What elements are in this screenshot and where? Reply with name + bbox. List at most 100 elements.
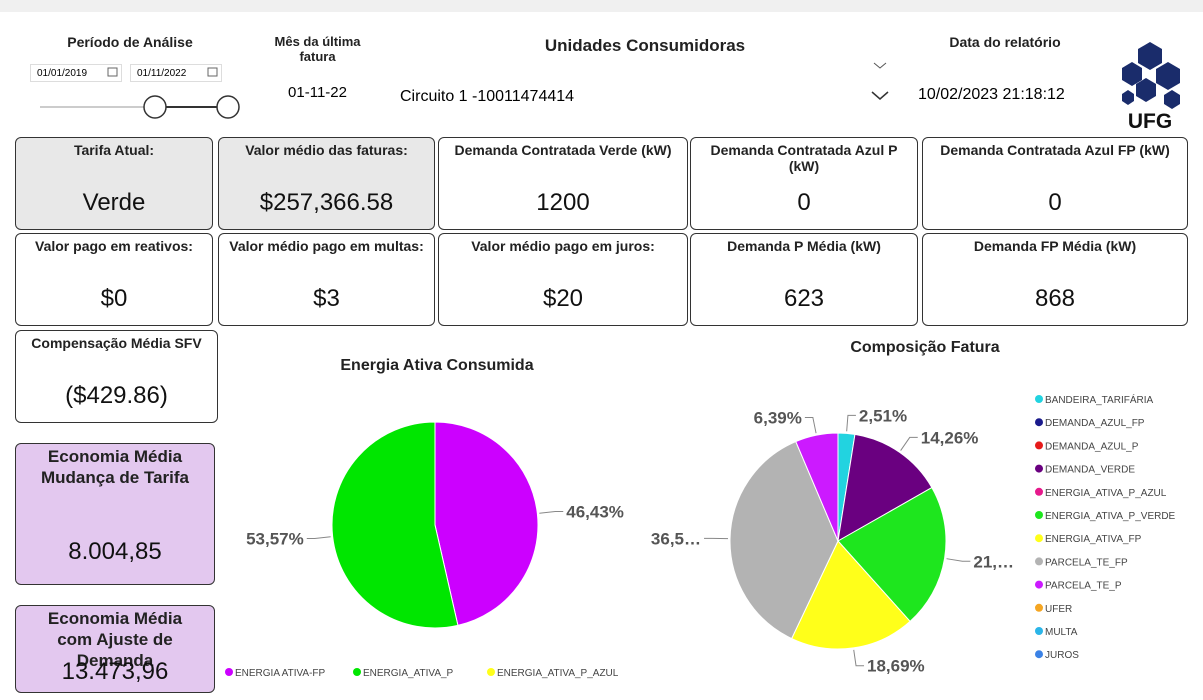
slider-handle[interactable] [216, 95, 240, 119]
calendar-icon [107, 67, 118, 77]
pie-slice [331, 421, 459, 629]
legend-label: BANDEIRA_TARIFÁRIA [1045, 393, 1153, 406]
slider-handle[interactable] [143, 95, 167, 119]
data-label: 53,57% [246, 530, 304, 549]
legend-label: ENERGIA_ATIVA_P [363, 668, 454, 679]
chevron [873, 62, 887, 69]
legend-label: DEMANDA_AZUL_P [1045, 441, 1139, 452]
kpi-title: Valor médio das faturas: [245, 142, 408, 158]
calendar-icon [207, 67, 218, 77]
data-label: 14,26% [921, 428, 979, 447]
units-label: Unidades Consumidoras [544, 36, 746, 55]
kpi-value: 8.004,85 [68, 538, 162, 565]
legend-label: ENERGIA_ATIVA_FP [1045, 534, 1142, 545]
kpi-value: Verde [82, 189, 146, 216]
chevron [871, 91, 889, 100]
leader-line [306, 536, 331, 540]
leader-line [946, 558, 971, 562]
kpi-title: Demanda FP Média (kW) [973, 238, 1137, 254]
legend-label: PARCELA_TE_FP [1045, 557, 1128, 568]
top-bar [0, 0, 1203, 12]
pie-slice [434, 421, 539, 627]
data-label: 18,69% [867, 657, 925, 676]
kpi-card: Valor médio pago em multas: $3 [218, 233, 435, 326]
legend-marker [1035, 603, 1043, 612]
end-date[interactable]: 01/11/2022 [130, 64, 222, 82]
kpi-title: Compensação Média SFV [31, 335, 202, 351]
kpi-card: Economia Média Mudança de Tarifa 8.004,85 [15, 443, 215, 585]
kpi-title: Valor médio pago em juros: [471, 238, 655, 254]
kpi-title: Demanda Contratada Verde (kW) [454, 142, 672, 158]
slider[interactable] [0, 0, 250, 125]
kpi-value: $0 [100, 285, 128, 312]
legend-label: ENERGIA ATIVA-FP [235, 668, 326, 679]
kpi-card: Economia Média com Ajuste de Demanda 13.4… [15, 605, 215, 693]
legend-label: MULTA [1045, 627, 1078, 638]
legend-marker [1035, 487, 1043, 496]
data-label: 21,… [973, 552, 1014, 571]
kpi-card: Valor médio pago em juros: $20 [438, 233, 688, 326]
legend-label: JUROS [1045, 650, 1079, 661]
legend-label: ENERGIA_ATIVA_P_VERDE [1045, 511, 1176, 522]
legend-marker [1035, 534, 1043, 543]
data-label: 6,39% [754, 409, 802, 428]
kpi-value: 623 [783, 285, 825, 312]
last-invoice-label: Mês da última fatura [274, 34, 361, 64]
dropdown[interactable] [860, 55, 900, 110]
leader-line [804, 417, 817, 434]
kpi-card: Demanda Contratada Azul P (kW) 0 [690, 137, 918, 230]
kpi-value: 0 [797, 189, 811, 216]
legend-marker [1035, 441, 1043, 450]
legend-marker [1035, 464, 1043, 473]
legend-label: DEMANDA_AZUL_FP [1045, 418, 1145, 429]
kpi-title: Economia Média com Ajuste de Demanda [47, 609, 183, 670]
kpi-value: 0 [1048, 189, 1062, 216]
legend-marker [1035, 627, 1043, 635]
pie-slice [837, 486, 947, 623]
kpi-card: Demanda P Média (kW) 623 [690, 233, 918, 326]
pie-slice [790, 540, 911, 650]
kpi-value: $3 [313, 285, 340, 312]
legend-label: PARCELA_TE_P [1045, 581, 1122, 592]
legend-marker [1035, 418, 1043, 427]
kpi-title: Economia Média Mudança de Tarifa [41, 447, 189, 487]
units-value[interactable]: Circuito 1 -10011474414 [400, 88, 575, 105]
kpi-card: Compensação Média SFV ($429.86) [15, 330, 218, 423]
data-label: 36,5… [651, 529, 701, 548]
report-date-value: 10/02/2023 21:18:12 [918, 86, 1065, 103]
legend-marker [487, 668, 495, 676]
legend-marker [1035, 511, 1043, 519]
kpi-card: Valor pago em reativos: $0 [15, 233, 213, 326]
legend-label: UFER [1045, 604, 1072, 615]
data-label: 46,43% [566, 502, 624, 521]
data-label: 2,51% [859, 406, 907, 425]
legend-label: DEMANDA_VERDE [1045, 465, 1135, 476]
pie-slice [795, 432, 839, 542]
kpi-title: Demanda P Média (kW) [727, 238, 881, 254]
kpi-title: Valor médio pago em multas: [229, 238, 424, 254]
kpi-value: 868 [1034, 285, 1076, 312]
legend-marker [353, 668, 361, 676]
kpi-card: Demanda FP Média (kW) 868 [922, 233, 1188, 326]
last-invoice-value: 01-11-22 [288, 84, 347, 101]
kpi-value: $257,366.58 [259, 189, 394, 216]
report-date-label: Data do relatório [949, 34, 1061, 50]
kpi-title: Valor pago em reativos: [35, 238, 193, 254]
kpi-card: Valor médio das faturas: $257,366.58 [218, 137, 435, 230]
kpi-card: Tarifa Atual: Verde [15, 137, 213, 230]
leader-line [846, 414, 856, 432]
leader-line [900, 436, 918, 451]
legend-marker [225, 668, 233, 676]
legend-marker [1035, 395, 1043, 403]
kpi-value: ($429.86) [65, 382, 168, 409]
start-date[interactable]: 01/01/2019 [30, 64, 122, 82]
kpi-value: 1200 [536, 189, 590, 216]
chart-title: Energia Ativa Consumida [340, 357, 533, 374]
kpi-value: $20 [542, 285, 584, 312]
kpi-title: Tarifa Atual: [73, 142, 155, 158]
leader-line [853, 649, 865, 667]
kpi-card: Demanda Contratada Verde (kW) 1200 [438, 137, 688, 230]
kpi-value: 13.473,96 [61, 658, 169, 685]
